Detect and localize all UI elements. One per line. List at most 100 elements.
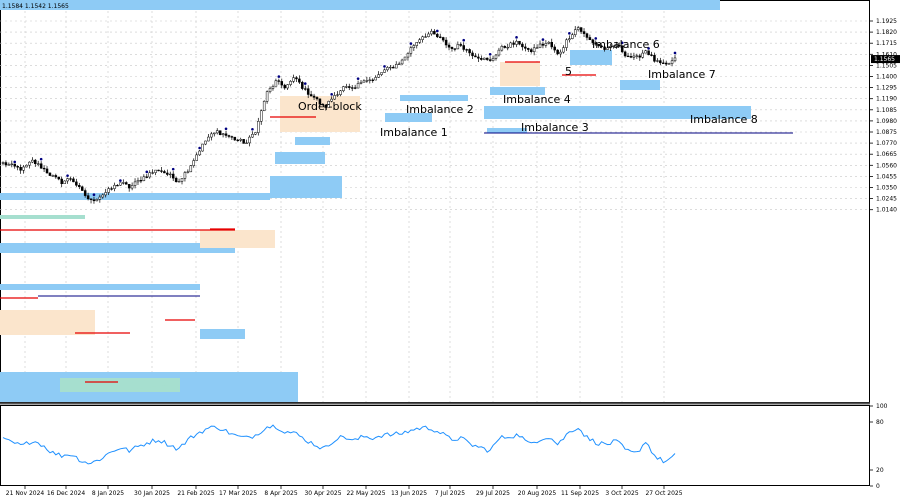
candle-body	[45, 168, 49, 174]
candle-body	[119, 182, 122, 186]
candle-body	[600, 45, 603, 48]
candle-body	[330, 98, 333, 102]
candle-body	[124, 182, 128, 185]
candle-body	[151, 172, 154, 174]
axes: 1.1925 1.1820 1.1715 1.1610 1.1505 1.1400 1.12…	[6, 18, 900, 497]
candle-body	[477, 56, 480, 59]
candle-body	[465, 49, 468, 51]
high-marker	[198, 146, 201, 150]
candle-body	[19, 166, 22, 171]
candle-body	[612, 45, 615, 48]
zone	[385, 113, 432, 122]
candle-body	[86, 195, 90, 200]
candle-body	[321, 103, 325, 106]
date-tick-label: 8 Apr 2025	[264, 490, 297, 497]
candle-body	[139, 180, 143, 182]
candle-body	[430, 30, 433, 35]
candle-body	[474, 55, 477, 58]
candle-body	[494, 54, 498, 59]
candle-body	[582, 31, 586, 34]
candle-body	[51, 175, 55, 177]
high-marker	[356, 77, 360, 80]
high-marker	[409, 42, 413, 45]
price-tick-label: 1.1715	[876, 40, 897, 47]
candle-body	[506, 46, 509, 49]
high-marker	[145, 170, 149, 174]
candle-body	[485, 57, 489, 60]
candle-body	[339, 90, 342, 95]
candle-body	[609, 46, 612, 49]
candle-body	[83, 190, 87, 196]
candle-body	[535, 47, 539, 49]
candles	[1, 25, 677, 204]
annotation-label: Order-block	[298, 100, 362, 113]
chart-frame	[0, 0, 870, 403]
candle-body	[503, 46, 507, 48]
candle-body	[142, 176, 146, 181]
candle-body	[207, 136, 210, 142]
candle-body	[386, 67, 389, 71]
candle-body	[34, 159, 37, 165]
candle-body	[392, 66, 395, 69]
price-tick-label: 1.1505	[876, 62, 897, 69]
candle-body	[248, 136, 251, 144]
indicator-tick-label: 80	[876, 419, 884, 426]
candle-body	[524, 46, 527, 49]
candle-body	[447, 44, 451, 48]
candle-body	[224, 133, 228, 136]
candle-body	[441, 37, 445, 41]
candle-body	[468, 49, 471, 54]
zone	[0, 193, 270, 200]
zone-triangle	[98, 378, 176, 392]
candle-body	[107, 188, 110, 193]
candle-body	[7, 164, 11, 166]
candle-body	[403, 56, 407, 61]
price-tick-label: 1.0560	[876, 162, 897, 169]
candle-body	[213, 132, 216, 135]
candle-body	[10, 163, 14, 166]
candle-body	[362, 80, 366, 83]
zone	[0, 215, 85, 219]
candle-body	[626, 55, 630, 58]
candle-body	[221, 133, 225, 136]
candle-body	[541, 43, 545, 46]
candle-body	[500, 46, 504, 51]
candle-body	[186, 171, 190, 173]
candle-body	[116, 184, 119, 187]
candle-body	[623, 51, 627, 57]
candle-body	[565, 39, 568, 48]
candle-body	[133, 181, 137, 186]
candle-body	[632, 55, 636, 58]
candle-body	[227, 135, 231, 137]
candle-body	[230, 136, 234, 138]
candle-body	[544, 43, 548, 46]
annotation-label: Imbalance 7	[648, 68, 716, 81]
candle-body	[54, 175, 58, 178]
zone	[0, 310, 95, 335]
candle-body	[239, 139, 242, 141]
candle-body	[368, 79, 372, 81]
high-marker	[541, 38, 545, 41]
high-marker	[462, 38, 466, 42]
zone	[487, 128, 527, 133]
annotation-label: Imbalance 6	[592, 38, 660, 51]
candle-body	[635, 55, 639, 57]
candle-body	[154, 169, 157, 173]
candle-body	[647, 50, 650, 56]
zone	[484, 106, 751, 119]
candle-body	[538, 43, 542, 48]
candle-body	[383, 69, 386, 73]
candle-body	[280, 81, 284, 86]
candle-body	[462, 45, 465, 50]
candle-body	[424, 36, 427, 38]
candle-body	[204, 140, 207, 145]
candle-body	[644, 50, 647, 54]
annotations: Order-block Imbalance 1 Imbalance 2 Imbalan…	[298, 38, 758, 139]
candle-body	[515, 40, 518, 45]
header-text: 1.1584 1.1542 1.1565	[2, 3, 69, 10]
date-tick-label: 20 Aug 2025	[518, 490, 557, 497]
candle-body	[512, 42, 515, 45]
candle-body	[556, 49, 559, 55]
candle-body	[60, 178, 63, 184]
